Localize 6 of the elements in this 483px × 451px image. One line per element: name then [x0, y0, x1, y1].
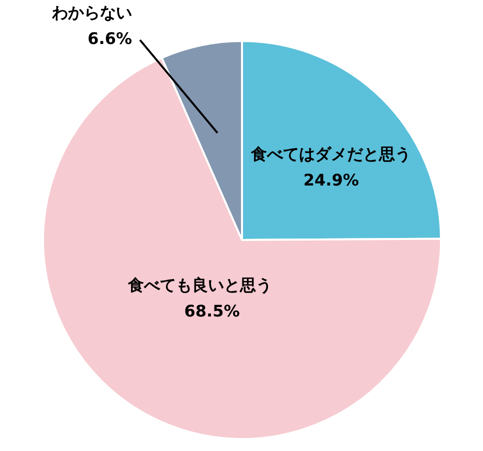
slice-label: 食べても良いと思う — [127, 276, 272, 295]
data-label: 24.9% — [303, 170, 359, 190]
data-label: 68.5% — [184, 302, 240, 321]
slice-label: 食べてはダメだと思う — [250, 144, 412, 164]
slice-label: わからない — [51, 3, 132, 22]
data-label: 6.6% — [88, 29, 132, 48]
